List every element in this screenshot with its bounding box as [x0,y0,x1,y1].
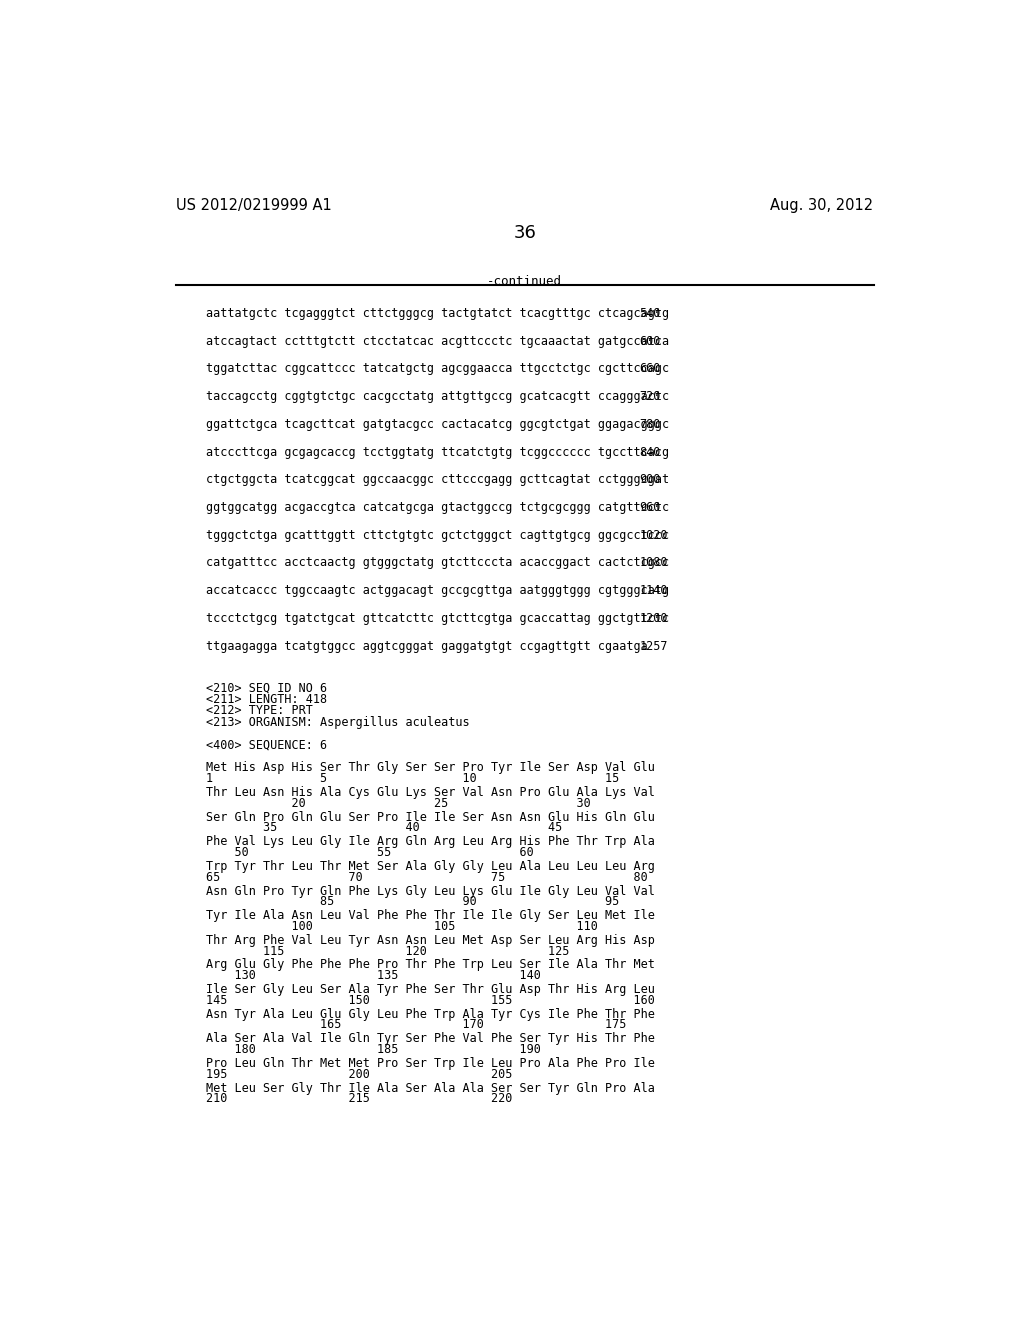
Text: Tyr Ile Ala Asn Leu Val Phe Phe Thr Ile Ile Gly Ser Leu Met Ile: Tyr Ile Ala Asn Leu Val Phe Phe Thr Ile … [206,909,654,923]
Text: 35                  40                  45: 35 40 45 [206,821,562,834]
Text: <211> LENGTH: 418: <211> LENGTH: 418 [206,693,327,706]
Text: tccctctgcg tgatctgcat gttcatcttc gtcttcgtga gcaccattag ggctgttctc: tccctctgcg tgatctgcat gttcatcttc gtcttcg… [206,612,669,624]
Text: Aug. 30, 2012: Aug. 30, 2012 [770,198,873,214]
Text: Met Leu Ser Gly Thr Ile Ala Ser Ala Ala Ser Ser Tyr Gln Pro Ala: Met Leu Ser Gly Thr Ile Ala Ser Ala Ala … [206,1081,654,1094]
Text: 1257: 1257 [640,640,668,652]
Text: US 2012/0219999 A1: US 2012/0219999 A1 [176,198,332,214]
Text: 1020: 1020 [640,529,668,541]
Text: accatcaccc tggccaagtc actggacagt gccgcgttga aatgggtggg cgtgggcatg: accatcaccc tggccaagtc actggacagt gccgcgt… [206,585,669,597]
Text: Phe Val Lys Leu Gly Ile Arg Gln Arg Leu Arg His Phe Thr Trp Ala: Phe Val Lys Leu Gly Ile Arg Gln Arg Leu … [206,836,654,849]
Text: Asn Gln Pro Tyr Gln Phe Lys Gly Leu Lys Glu Ile Gly Leu Val Val: Asn Gln Pro Tyr Gln Phe Lys Gly Leu Lys … [206,884,654,898]
Text: aattatgctc tcgagggtct cttctgggcg tactgtatct tcacgtttgc ctcagcagtg: aattatgctc tcgagggtct cttctgggcg tactgta… [206,308,669,319]
Text: 115                 120                 125: 115 120 125 [206,945,569,957]
Text: catgatttcc acctcaactg gtgggctatg gtcttcccta acaccggact cactctcgcc: catgatttcc acctcaactg gtgggctatg gtcttcc… [206,557,669,569]
Text: 65                  70                  75                  80: 65 70 75 80 [206,871,647,883]
Text: 900: 900 [640,474,660,486]
Text: taccagcctg cggtgtctgc cacgcctatg attgttgccg gcatcacgtt ccagggactc: taccagcctg cggtgtctgc cacgcctatg attgttg… [206,391,669,403]
Text: -continued: -continued [487,276,562,289]
Text: Pro Leu Gln Thr Met Met Pro Ser Trp Ile Leu Pro Ala Phe Pro Ile: Pro Leu Gln Thr Met Met Pro Ser Trp Ile … [206,1057,654,1071]
Text: 130                 135                 140: 130 135 140 [206,969,541,982]
Text: ggtggcatgg acgaccgtca catcatgcga gtactggccg tctgcgcggg catgttcctc: ggtggcatgg acgaccgtca catcatgcga gtactgg… [206,502,669,513]
Text: 1080: 1080 [640,557,668,569]
Text: 960: 960 [640,502,660,513]
Text: ttgaagagga tcatgtggcc aggtcgggat gaggatgtgt ccgagttgtt cgaatga: ttgaagagga tcatgtggcc aggtcgggat gaggatg… [206,640,647,652]
Text: Ser Gln Pro Gln Glu Ser Pro Ile Ile Ser Asn Asn Glu His Gln Glu: Ser Gln Pro Gln Glu Ser Pro Ile Ile Ser … [206,810,654,824]
Text: <212> TYPE: PRT: <212> TYPE: PRT [206,705,312,717]
Text: atcccttcga gcgagcaccg tcctggtatg ttcatctgtg tcggcccccc tgccttcacg: atcccttcga gcgagcaccg tcctggtatg ttcatct… [206,446,669,458]
Text: <400> SEQUENCE: 6: <400> SEQUENCE: 6 [206,738,327,751]
Text: 780: 780 [640,418,660,430]
Text: Trp Tyr Thr Leu Thr Met Ser Ala Gly Gly Leu Ala Leu Leu Leu Arg: Trp Tyr Thr Leu Thr Met Ser Ala Gly Gly … [206,859,654,873]
Text: 195                 200                 205: 195 200 205 [206,1068,512,1081]
Text: 660: 660 [640,363,660,375]
Text: Asn Tyr Ala Leu Glu Gly Leu Phe Trp Ala Tyr Cys Ile Phe Thr Phe: Asn Tyr Ala Leu Glu Gly Leu Phe Trp Ala … [206,1007,654,1020]
Text: tgggctctga gcatttggtt cttctgtgtc gctctgggct cagttgtgcg ggcgcctccc: tgggctctga gcatttggtt cttctgtgtc gctctgg… [206,529,669,541]
Text: <213> ORGANISM: Aspergillus aculeatus: <213> ORGANISM: Aspergillus aculeatus [206,715,469,729]
Text: atccagtact cctttgtctt ctcctatcac acgttccctc tgcaaactat gatgccatca: atccagtact cctttgtctt ctcctatcac acgttcc… [206,335,669,347]
Text: Ala Ser Ala Val Ile Gln Tyr Ser Phe Val Phe Ser Tyr His Thr Phe: Ala Ser Ala Val Ile Gln Tyr Ser Phe Val … [206,1032,654,1045]
Text: 50                  55                  60: 50 55 60 [206,846,534,859]
Text: 165                 170                 175: 165 170 175 [206,1019,626,1031]
Text: Thr Arg Phe Val Leu Tyr Asn Asn Leu Met Asp Ser Leu Arg His Asp: Thr Arg Phe Val Leu Tyr Asn Asn Leu Met … [206,933,654,946]
Text: ctgctggcta tcatcggcat ggccaacggc cttcccgagg gcttcagtat cctgggcgat: ctgctggcta tcatcggcat ggccaacggc cttcccg… [206,474,669,486]
Text: 36: 36 [513,224,537,242]
Text: tggatcttac cggcattccc tatcatgctg agcggaacca ttgcctctgc cgcttccagc: tggatcttac cggcattccc tatcatgctg agcggaa… [206,363,669,375]
Text: 1200: 1200 [640,612,668,624]
Text: Ile Ser Gly Leu Ser Ala Tyr Phe Ser Thr Glu Asp Thr His Arg Leu: Ile Ser Gly Leu Ser Ala Tyr Phe Ser Thr … [206,983,654,997]
Text: Thr Leu Asn His Ala Cys Glu Lys Ser Val Asn Pro Glu Ala Lys Val: Thr Leu Asn His Ala Cys Glu Lys Ser Val … [206,785,654,799]
Text: 720: 720 [640,391,660,403]
Text: Arg Glu Gly Phe Phe Phe Pro Thr Phe Trp Leu Ser Ile Ala Thr Met: Arg Glu Gly Phe Phe Phe Pro Thr Phe Trp … [206,958,654,972]
Text: 600: 600 [640,335,660,347]
Text: 540: 540 [640,308,660,319]
Text: 210                 215                 220: 210 215 220 [206,1093,512,1105]
Text: 840: 840 [640,446,660,458]
Text: 85                  90                  95: 85 90 95 [206,895,618,908]
Text: <210> SEQ ID NO 6: <210> SEQ ID NO 6 [206,681,327,694]
Text: 180                 185                 190: 180 185 190 [206,1043,541,1056]
Text: Met His Asp His Ser Thr Gly Ser Ser Pro Tyr Ile Ser Asp Val Glu: Met His Asp His Ser Thr Gly Ser Ser Pro … [206,762,654,775]
Text: 1140: 1140 [640,585,668,597]
Text: 100                 105                 110: 100 105 110 [206,920,597,933]
Text: 20                  25                  30: 20 25 30 [206,797,590,809]
Text: ggattctgca tcagcttcat gatgtacgcc cactacatcg ggcgtctgat ggagacgggc: ggattctgca tcagcttcat gatgtacgcc cactaca… [206,418,669,430]
Text: 145                 150                 155                 160: 145 150 155 160 [206,994,654,1007]
Text: 1               5                   10                  15: 1 5 10 15 [206,772,618,785]
